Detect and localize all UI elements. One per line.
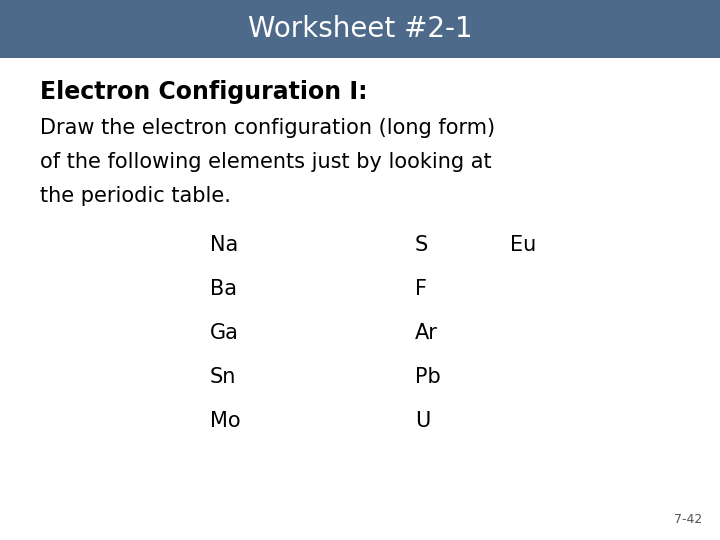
Text: U: U bbox=[415, 411, 431, 431]
Bar bbox=[0, 0, 720, 58]
Text: Ar: Ar bbox=[415, 323, 438, 343]
Text: of the following elements just by looking at: of the following elements just by lookin… bbox=[40, 152, 492, 172]
Text: Eu: Eu bbox=[510, 235, 536, 255]
Text: S: S bbox=[415, 235, 428, 255]
Text: Pb: Pb bbox=[415, 367, 441, 387]
Text: Sn: Sn bbox=[210, 367, 236, 387]
Text: 7-42: 7-42 bbox=[674, 513, 702, 526]
Text: Ba: Ba bbox=[210, 279, 237, 299]
Text: the periodic table.: the periodic table. bbox=[40, 186, 231, 206]
Text: Na: Na bbox=[210, 235, 238, 255]
Text: Draw the electron configuration (long form): Draw the electron configuration (long fo… bbox=[40, 118, 495, 138]
Text: Mo: Mo bbox=[210, 411, 240, 431]
Text: F: F bbox=[415, 279, 427, 299]
Text: Electron Configuration I:: Electron Configuration I: bbox=[40, 80, 367, 104]
Text: Worksheet #2-1: Worksheet #2-1 bbox=[248, 15, 472, 43]
Text: Ga: Ga bbox=[210, 323, 239, 343]
